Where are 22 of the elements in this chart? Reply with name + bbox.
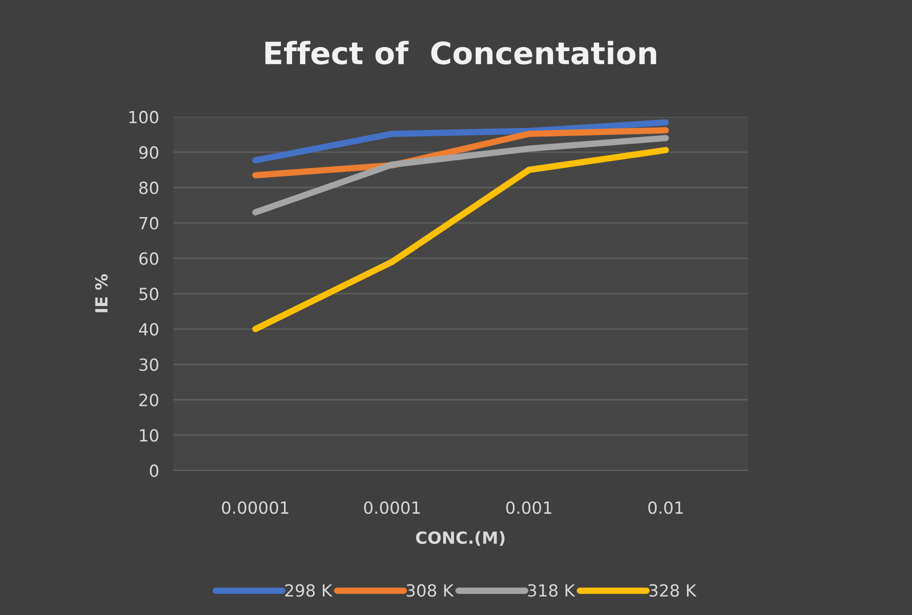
y-tick-label: 70 [140,216,158,230]
x-tick-label: 0.001 [506,501,552,514]
y-tick-label: 40 [139,322,158,336]
y-tick-label: 50 [139,288,158,300]
legend-label: 308 K [406,584,454,597]
y-tick-label: 100 [129,110,158,124]
legend-label: 318 K [528,584,576,597]
x-tick-label: 0.0001 [364,501,420,514]
y-tick-label: 20 [139,394,158,406]
y-tick-label: 0 [150,464,158,478]
x-tick-label: 0.00001 [222,501,288,514]
y-tick-label: 30 [139,358,158,371]
y-tick-label: 80 [139,182,158,194]
legend-label: 328 K [649,584,697,597]
y-tick-label: 60 [139,252,158,265]
x-tick-label: 0.01 [648,501,683,514]
y-tick-label: 90 [139,146,158,159]
y-tick-label: 10 [140,429,158,442]
x-axis-title: CONC.(M) [416,531,504,546]
chart-title: Effect of Concentation [265,40,656,65]
legend-label: 298 K [285,584,332,597]
y-axis-title: IE % [95,274,108,312]
